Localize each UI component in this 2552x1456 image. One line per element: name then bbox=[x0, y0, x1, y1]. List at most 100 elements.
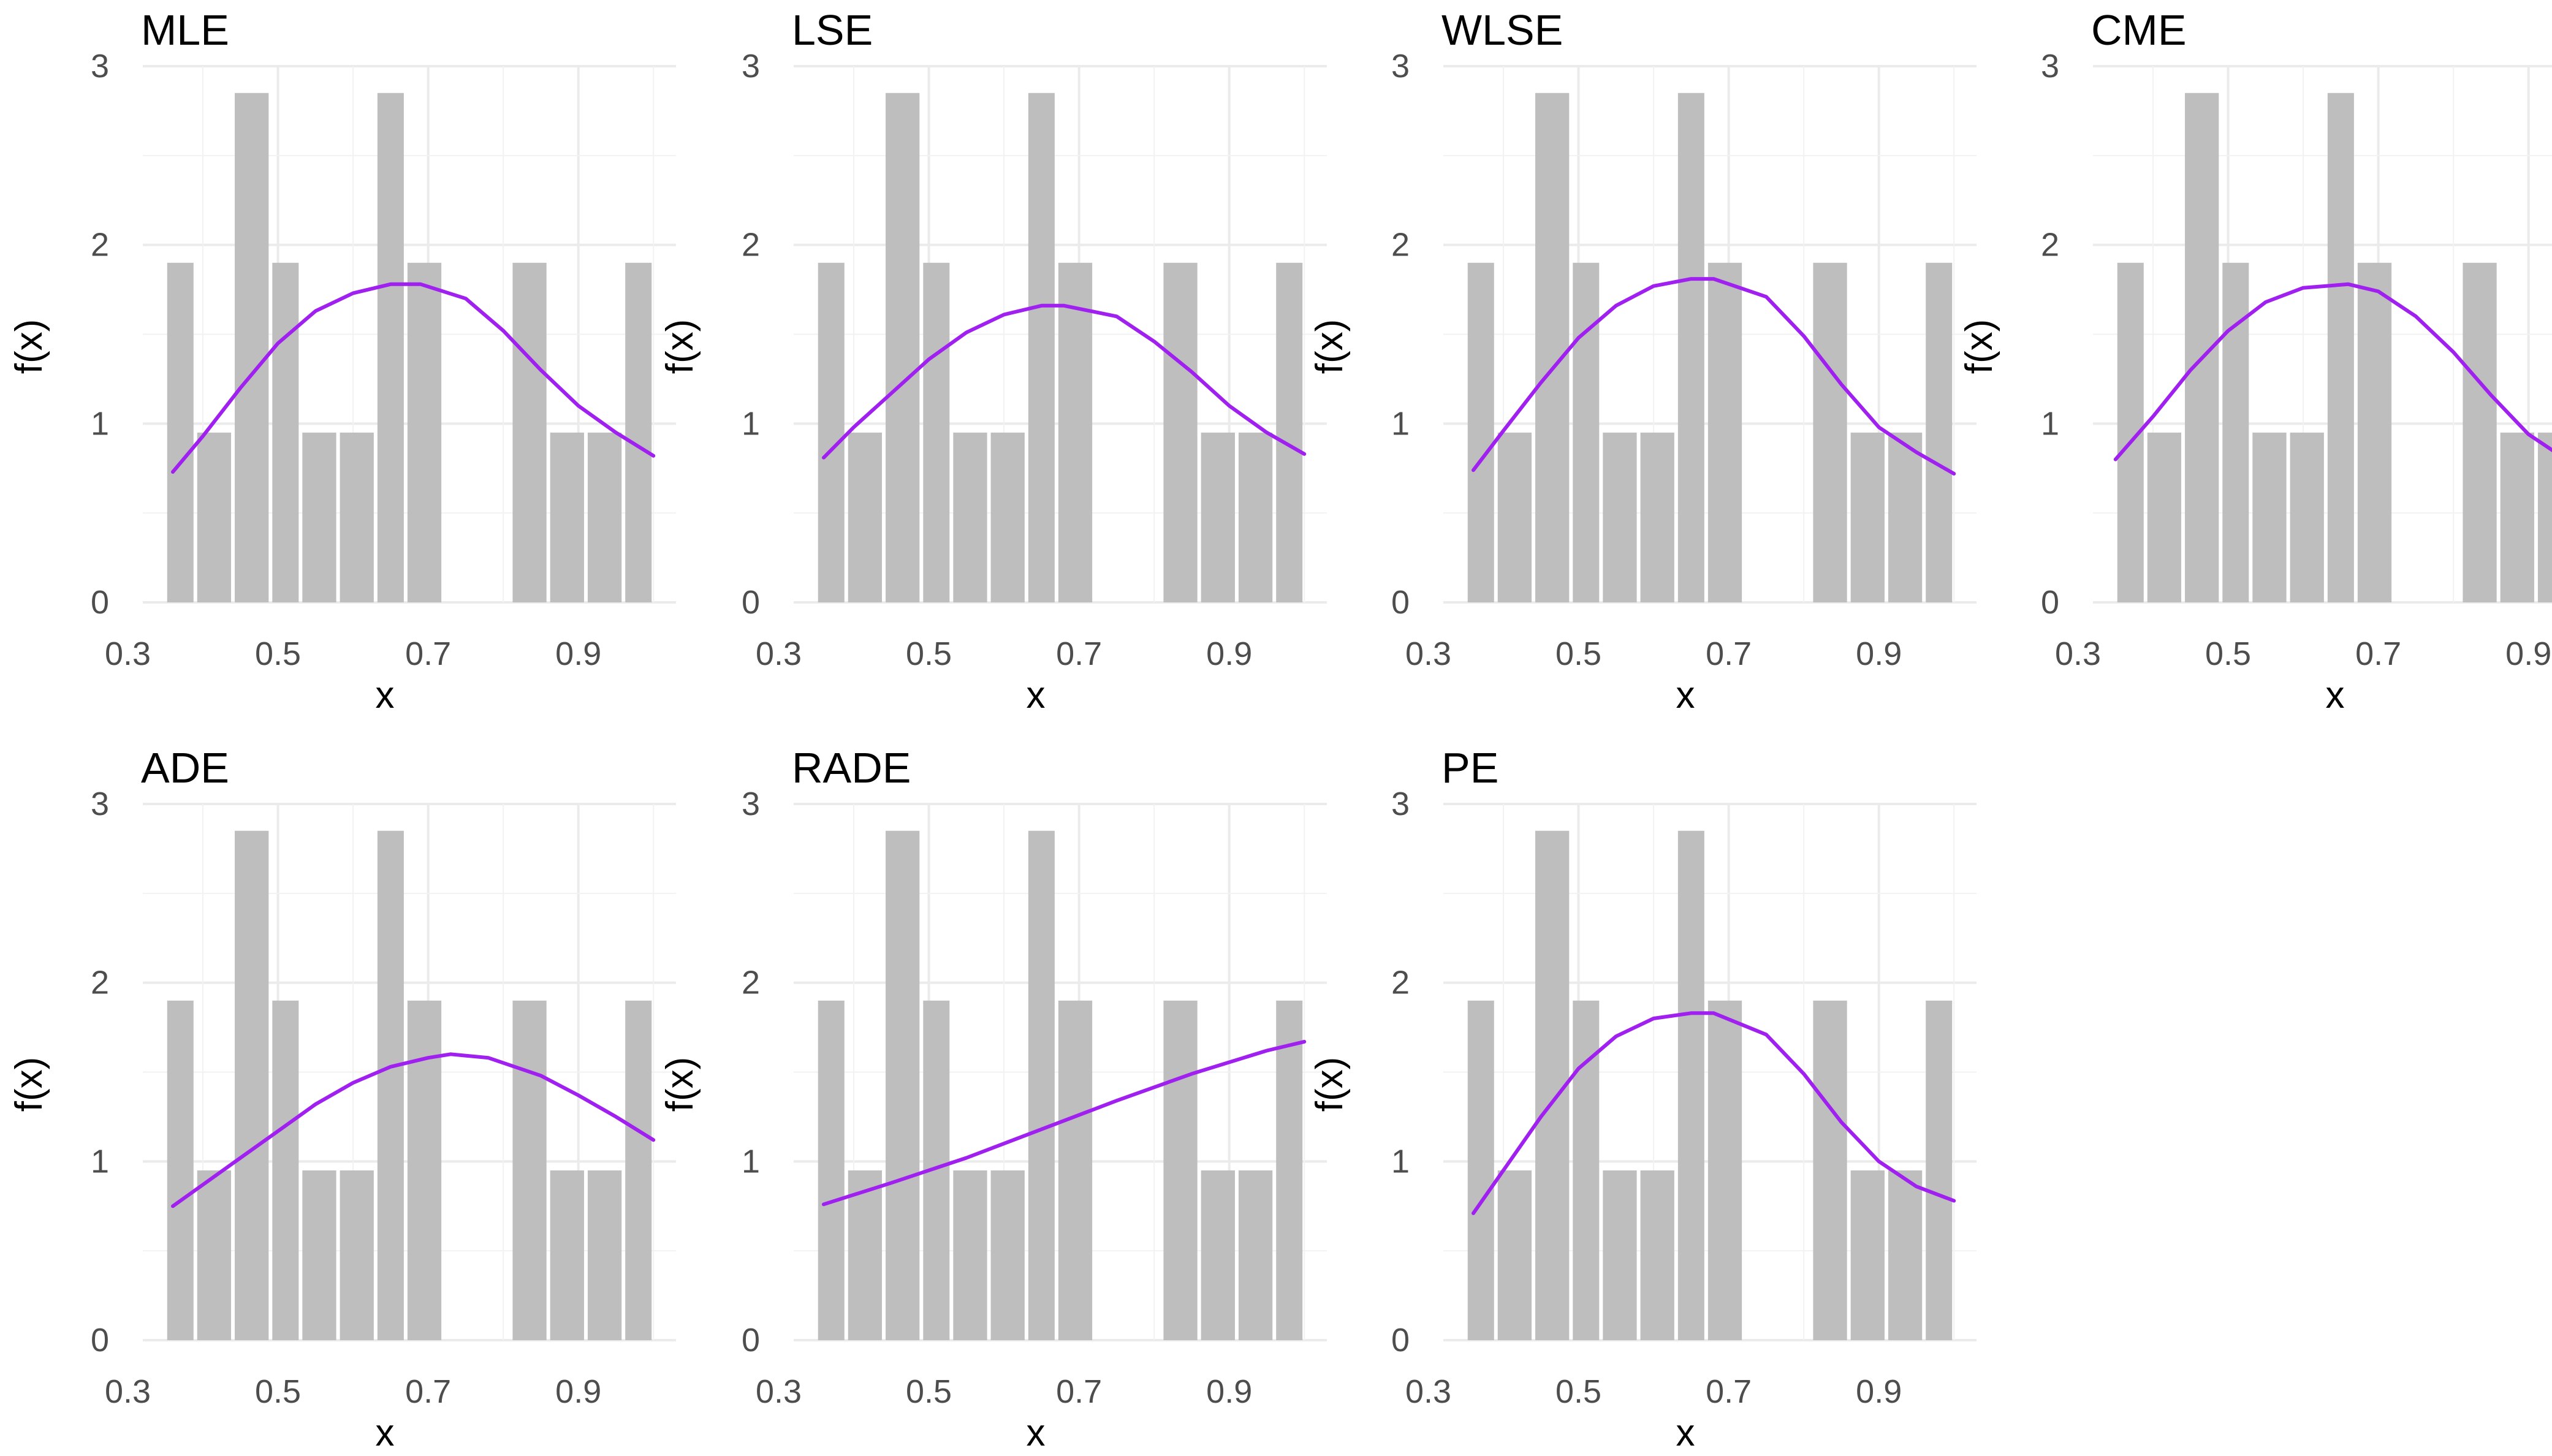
x-tick-label: 0.7 bbox=[405, 635, 451, 672]
histogram-bar bbox=[2500, 432, 2534, 602]
y-axis-label: f(x) bbox=[1308, 1057, 1351, 1112]
y-tick-label: 0 bbox=[1391, 1322, 1410, 1359]
panel-pe: PE 0 1 2 3 0.3 0.5 0.7 0.9 x f(x) bbox=[1308, 744, 1977, 1454]
y-axis-label: f(x) bbox=[659, 319, 701, 374]
histogram-bar bbox=[1603, 1170, 1637, 1340]
histogram-bar bbox=[1850, 432, 1885, 602]
histogram-bar bbox=[1926, 262, 1953, 602]
y-tick-label: 3 bbox=[1391, 48, 1410, 85]
histogram-bar bbox=[1813, 262, 1847, 602]
histogram-bar bbox=[1467, 262, 1494, 602]
histogram-bar bbox=[272, 1000, 299, 1340]
histogram-bar bbox=[1201, 1170, 1235, 1340]
histogram-bar bbox=[923, 262, 950, 602]
fit-curve bbox=[1472, 277, 1956, 476]
histogram-bar bbox=[1707, 262, 1742, 602]
x-tick-label: 0.3 bbox=[105, 1373, 151, 1410]
histogram-bar bbox=[818, 1000, 845, 1340]
histogram-bar bbox=[340, 432, 374, 602]
y-tick-label: 2 bbox=[2041, 227, 2059, 264]
panel-title: ADE bbox=[141, 744, 229, 792]
histogram-bar bbox=[1926, 1000, 1953, 1340]
x-tick-label: 0.3 bbox=[2055, 635, 2101, 672]
fit-curve bbox=[1472, 1011, 1956, 1215]
histogram-bar bbox=[2147, 432, 2182, 602]
histogram-bar bbox=[953, 432, 987, 602]
histogram-bar bbox=[1640, 1170, 1674, 1340]
x-tick-label: 0.9 bbox=[555, 1373, 601, 1410]
histogram-bar bbox=[1677, 93, 1704, 602]
x-tick-label: 0.3 bbox=[756, 1373, 802, 1410]
y-tick-label: 2 bbox=[742, 965, 760, 1001]
x-tick-label: 0.3 bbox=[1405, 1373, 1451, 1410]
fit-curve bbox=[171, 282, 656, 474]
histogram-bar bbox=[512, 262, 547, 602]
y-tick-label: 1 bbox=[2041, 405, 2059, 442]
histogram-bar bbox=[302, 432, 336, 602]
histogram-bar bbox=[1163, 262, 1198, 602]
x-axis-label: x bbox=[1676, 674, 1695, 716]
y-axis-label: f(x) bbox=[1958, 319, 2000, 374]
y-tick-label: 3 bbox=[742, 786, 760, 822]
histogram-bar bbox=[1535, 93, 1570, 602]
histogram-bar bbox=[1201, 432, 1235, 602]
panel-lse: LSE 0 1 2 3 0.3 0.5 0.7 0.9 x f(x) bbox=[659, 6, 1327, 716]
histogram-bar bbox=[1028, 93, 1055, 602]
x-tick-label: 0.9 bbox=[1206, 635, 1252, 672]
x-tick-label: 0.9 bbox=[1856, 635, 1902, 672]
y-tick-label: 2 bbox=[1391, 965, 1410, 1001]
panel-rade: RADE 0 1 2 3 0.3 0.5 0.7 0.9 x f(x) bbox=[659, 744, 1327, 1454]
x-tick-label: 0.5 bbox=[1555, 1373, 1601, 1410]
histogram-bar bbox=[2290, 432, 2324, 602]
histogram-bar bbox=[1467, 1000, 1494, 1340]
x-axis-label: x bbox=[1027, 1412, 1046, 1453]
y-tick-label: 0 bbox=[2041, 584, 2059, 621]
x-tick-label: 0.9 bbox=[1856, 1373, 1902, 1410]
histogram-bar bbox=[848, 432, 883, 602]
x-tick-label: 0.7 bbox=[2355, 635, 2401, 672]
x-tick-label: 0.3 bbox=[105, 635, 151, 672]
histogram-bar bbox=[625, 1000, 652, 1340]
y-tick-label: 1 bbox=[91, 405, 109, 442]
histogram-bar bbox=[197, 432, 232, 602]
y-tick-label: 1 bbox=[91, 1143, 109, 1180]
histogram-bar bbox=[818, 262, 845, 602]
panel-title: PE bbox=[1441, 744, 1498, 792]
x-tick-label: 0.3 bbox=[756, 635, 802, 672]
x-axis-label: x bbox=[376, 674, 395, 716]
fit-curve bbox=[171, 1052, 656, 1208]
histogram-bar bbox=[1603, 432, 1637, 602]
panel-mle: MLE 0 1 2 3 0.3 0.5 0.7 0.9 x f(x) bbox=[8, 6, 676, 716]
histogram-bar bbox=[886, 830, 920, 1340]
x-tick-label: 0.7 bbox=[1056, 1373, 1102, 1410]
histogram-bar bbox=[886, 93, 920, 602]
x-tick-label: 0.5 bbox=[255, 1373, 301, 1410]
y-axis-label: f(x) bbox=[1308, 319, 1351, 374]
histogram-bar bbox=[340, 1170, 374, 1340]
histogram-bar bbox=[272, 262, 299, 602]
histogram-bar bbox=[2357, 262, 2392, 602]
y-axis-label: f(x) bbox=[659, 1057, 701, 1112]
x-axis-label: x bbox=[2326, 674, 2345, 716]
y-tick-label: 0 bbox=[742, 584, 760, 621]
histogram-bar bbox=[1888, 1170, 1923, 1340]
panel-title: MLE bbox=[141, 6, 229, 54]
histogram-bar bbox=[1640, 432, 1674, 602]
x-tick-label: 0.5 bbox=[1555, 635, 1601, 672]
y-tick-label: 0 bbox=[742, 1322, 760, 1359]
histogram-bar bbox=[407, 1000, 442, 1340]
histogram-bar bbox=[2252, 432, 2287, 602]
histogram-bar bbox=[1028, 830, 1055, 1340]
histogram-bar bbox=[1497, 1170, 1532, 1340]
histogram-bar bbox=[167, 1000, 194, 1340]
y-tick-label: 3 bbox=[1391, 786, 1410, 822]
histogram-bar bbox=[1497, 432, 1532, 602]
histogram-bar bbox=[235, 93, 269, 602]
y-axis-label: f(x) bbox=[8, 1057, 50, 1112]
histogram-bar bbox=[990, 1170, 1025, 1340]
histogram-bar bbox=[1276, 1000, 1303, 1340]
x-tick-label: 0.7 bbox=[1706, 635, 1752, 672]
histogram-bar bbox=[197, 1170, 232, 1340]
x-tick-label: 0.5 bbox=[255, 635, 301, 672]
